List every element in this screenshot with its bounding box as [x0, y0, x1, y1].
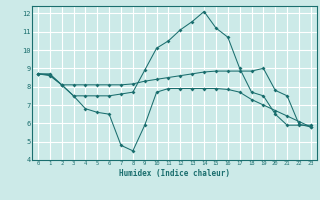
X-axis label: Humidex (Indice chaleur): Humidex (Indice chaleur): [119, 169, 230, 178]
